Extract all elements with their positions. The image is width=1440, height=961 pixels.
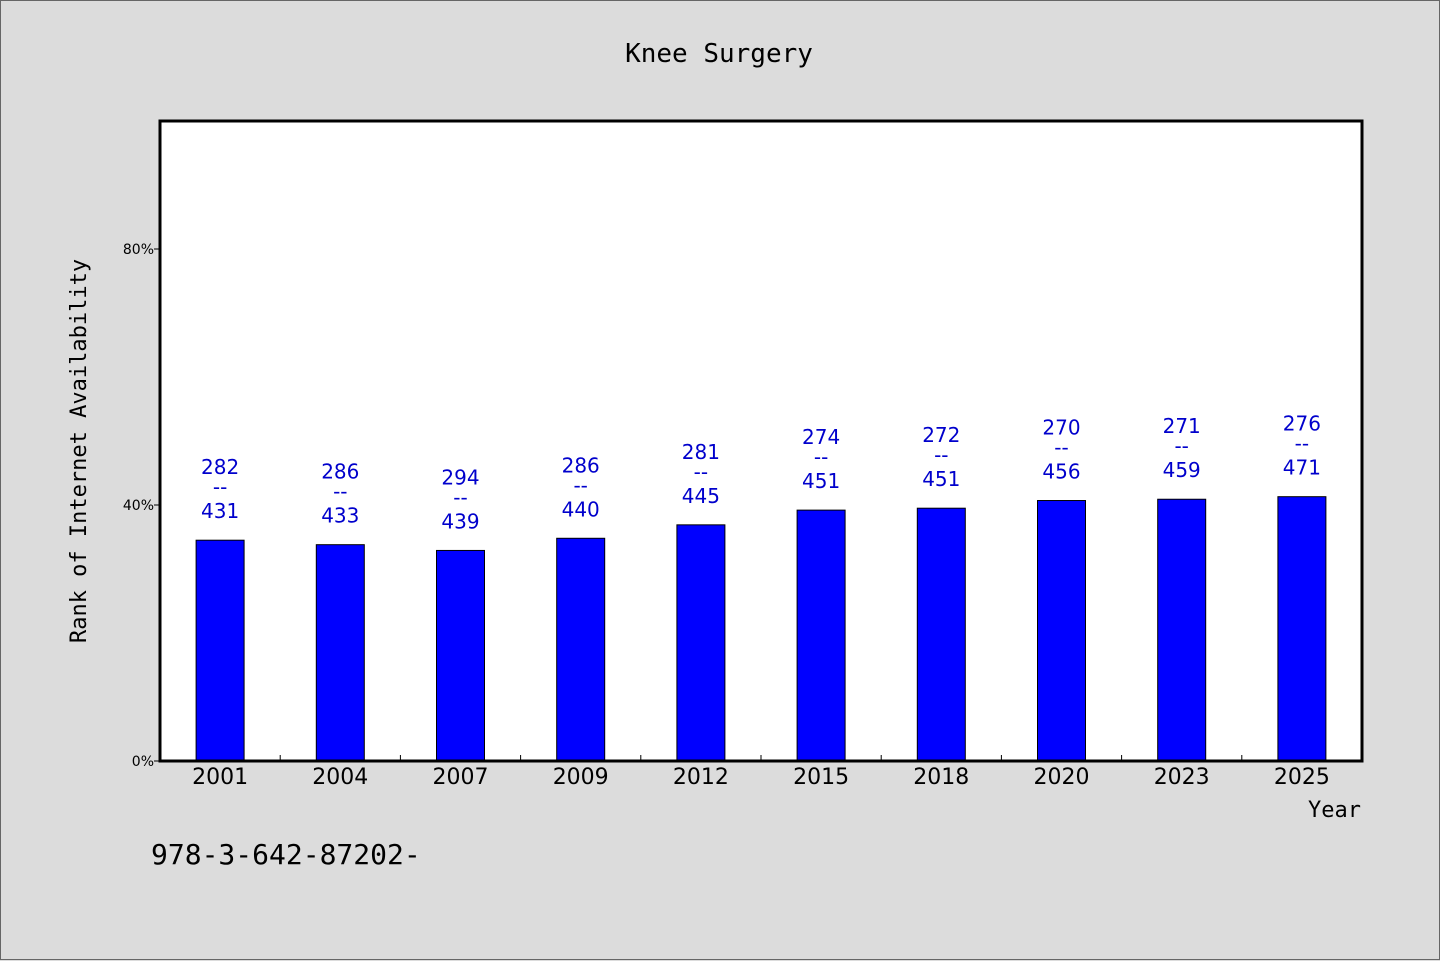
bar-2018 bbox=[916, 507, 966, 762]
bar-2015 bbox=[796, 509, 846, 762]
chart-title: Knee Surgery bbox=[625, 39, 813, 69]
bar-label-top-2012: 281 bbox=[682, 440, 720, 464]
plot-border bbox=[158, 119, 1364, 763]
x-tick-label-2001: 2001 bbox=[192, 765, 248, 790]
x-axis-label: Year bbox=[1308, 798, 1361, 823]
x-tick-label-2023: 2023 bbox=[1154, 765, 1210, 790]
bar-label-top-2015: 274 bbox=[802, 425, 840, 449]
x-tick-label-2009: 2009 bbox=[553, 765, 609, 790]
bar-label-separator-2023: -- bbox=[1174, 434, 1188, 458]
bar-label-bottom-2004: 433 bbox=[321, 504, 359, 528]
bar-label-top-2018: 272 bbox=[922, 423, 960, 447]
bar-label-bottom-2007: 439 bbox=[441, 509, 479, 533]
x-tick-label-2025: 2025 bbox=[1274, 765, 1330, 790]
bar-label-bottom-2020: 456 bbox=[1042, 460, 1080, 484]
x-tick-label-2015: 2015 bbox=[793, 765, 849, 790]
bar-label-separator-2020: -- bbox=[1054, 436, 1068, 460]
bar-2020 bbox=[1037, 500, 1086, 762]
bar-label-bottom-2015: 451 bbox=[802, 469, 840, 493]
footer-isbn-text: 978-3-642-87202- bbox=[151, 838, 421, 871]
bar-label-bottom-2012: 445 bbox=[682, 484, 720, 508]
bar-label-bottom-2025: 471 bbox=[1283, 456, 1321, 480]
bar-label-top-2001: 282 bbox=[201, 455, 239, 479]
bar-2012 bbox=[676, 524, 726, 762]
bar-label-separator-2012: -- bbox=[694, 460, 708, 484]
bars-group bbox=[195, 496, 1327, 762]
y-tick-label-80: 80% bbox=[123, 242, 154, 258]
bar-label-separator-2004: -- bbox=[333, 480, 347, 504]
y-ticks-group: 0% 40% 80% bbox=[123, 242, 160, 770]
bar-2023 bbox=[1157, 498, 1207, 762]
bar-label-top-2009: 286 bbox=[562, 453, 600, 477]
y-tick-label-0: 0% bbox=[132, 754, 154, 770]
bar-2004 bbox=[315, 544, 365, 762]
y-tick-label-40: 40% bbox=[123, 498, 154, 514]
x-tick-label-2004: 2004 bbox=[312, 765, 368, 790]
bar-label-top-2020: 270 bbox=[1042, 416, 1080, 440]
bar-label-top-2007: 294 bbox=[441, 465, 479, 489]
bar-label-bottom-2009: 440 bbox=[562, 497, 600, 521]
bar-label-separator-2025: -- bbox=[1295, 432, 1309, 456]
bar-label-bottom-2023: 459 bbox=[1163, 458, 1201, 482]
bar-label-bottom-2018: 451 bbox=[922, 467, 960, 491]
bar-label-bottom-2001: 431 bbox=[201, 499, 239, 523]
x-ticks-group: 2001 2004 2007 2009 2012 2015 2018 2020 2023 2025 bbox=[192, 755, 1330, 790]
bar-2001 bbox=[195, 539, 245, 762]
x-tick-label-2007: 2007 bbox=[433, 765, 489, 790]
x-tick-label-2018: 2018 bbox=[913, 765, 969, 790]
x-tick-label-2020: 2020 bbox=[1034, 765, 1090, 790]
bar-2009 bbox=[556, 537, 606, 762]
bar-label-separator-2018: -- bbox=[934, 443, 948, 467]
y-axis-label: Rank of Internet Availability bbox=[67, 259, 92, 643]
bar-2007 bbox=[436, 549, 485, 762]
x-tick-label-2012: 2012 bbox=[673, 765, 729, 790]
bar-labels-group: 282--431286--433294--439286--440281--445… bbox=[201, 412, 1321, 534]
bar-label-separator-2007: -- bbox=[453, 485, 467, 509]
bar-label-separator-2001: -- bbox=[213, 475, 227, 499]
bar-label-top-2023: 271 bbox=[1163, 414, 1201, 438]
bar-label-separator-2009: -- bbox=[573, 473, 587, 497]
bar-label-separator-2015: -- bbox=[814, 445, 828, 469]
bar-label-top-2004: 286 bbox=[321, 460, 359, 484]
bar-2025 bbox=[1277, 496, 1327, 762]
bar-label-top-2025: 276 bbox=[1283, 412, 1321, 436]
